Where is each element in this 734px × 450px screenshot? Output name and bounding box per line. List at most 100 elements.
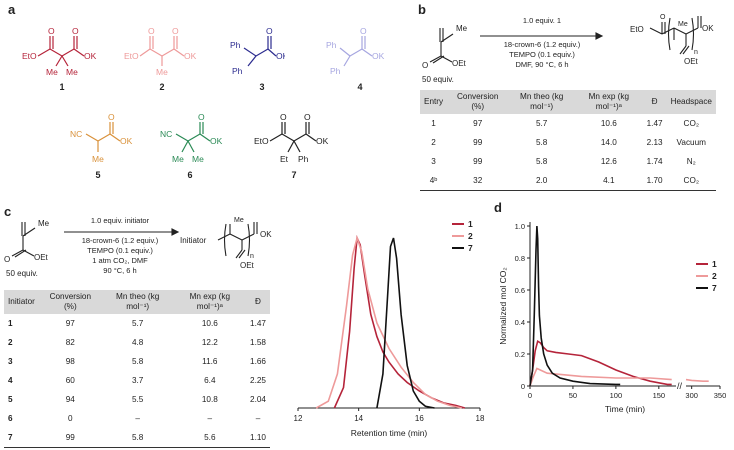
table-cell: 99 (473, 138, 483, 147)
atom-ok: OK (120, 136, 133, 146)
table-cell: 2 (431, 138, 436, 147)
panel-c-scheme: Me O OEt 50 equiv. Initiator Me OK n OEt (4, 217, 272, 278)
table-row: 3 98 5.8 11.6 1.66 (4, 352, 270, 371)
table-cell: 0 (68, 414, 73, 423)
compound-3-structure (243, 36, 277, 67)
table-row: 6 0 – – – (4, 409, 270, 428)
table-cell: 94 (65, 395, 75, 404)
repeat-n: n (694, 49, 698, 56)
column-header: Mn theo (kg mol⁻¹) (508, 90, 576, 114)
y-tick-label: 0.4 (515, 318, 525, 327)
table-cell: 99 (38, 428, 102, 448)
table-row: 4 60 3.7 6.4 2.25 (4, 371, 270, 390)
table-cell: 1.10 (246, 428, 270, 448)
panel-b-condition: DMF, 90 °C, 6 h (515, 60, 569, 69)
table-cell: – (135, 414, 140, 423)
table-cell: 82 (65, 338, 75, 347)
table-row: 4ᵇ 32 2.0 4.1 1.70 CO₂ (420, 171, 716, 191)
panel-c-condition: TEMPO (0.1 equiv.) (87, 246, 153, 255)
table-cell: CO₂ (666, 171, 716, 191)
atom-o: O (4, 255, 10, 264)
legend-label-2: 2 (712, 271, 717, 281)
panel-c-condition: 1 atm CO₂, DMF (92, 256, 148, 265)
compound-5-structure (85, 122, 121, 152)
atom-me: Me (46, 67, 58, 77)
series-line-7 (376, 237, 435, 409)
table-cell: 2 (8, 338, 13, 347)
table-cell: 6.4 (204, 376, 216, 385)
x-axis-label: Retention time (min) (351, 428, 428, 438)
panel-c-condition: 90 °C, 6 h (103, 266, 137, 275)
atom-ok: OK (84, 51, 97, 61)
table-cell: 5.6 (173, 428, 247, 448)
table-row: 5 94 5.5 10.8 2.04 (4, 390, 270, 409)
table-cell: 2.04 (250, 395, 266, 404)
atom-o: O (266, 26, 273, 36)
x-tick-label: 0 (528, 391, 532, 400)
atom-ok: OK (184, 51, 197, 61)
series-line-1 (529, 339, 672, 387)
compound-number: 1 (59, 82, 65, 92)
atom-o: O (422, 61, 428, 70)
panel-b-condition: 1.0 equiv. 1 (522, 16, 562, 25)
compound-6-structure (175, 122, 211, 153)
compound-number: 6 (187, 170, 193, 180)
compound-number: 5 (95, 170, 101, 180)
table-cell: 2.0 (508, 171, 576, 191)
atom-oet: OEt (452, 59, 467, 68)
atom-o: O (304, 112, 311, 122)
product-initiator: Initiator (180, 236, 207, 245)
column-header: Mn exp (kg mol⁻¹)ᵃ (575, 90, 643, 114)
y-tick-label: 0.6 (515, 286, 525, 295)
atom-o: O (108, 112, 115, 122)
table-cell: 11.6 (202, 357, 218, 366)
compound-4-structure: O Ph OK Ph (326, 26, 385, 76)
table-cell: 1.70 (642, 171, 667, 191)
atom-ph: Ph (298, 154, 309, 164)
table-cell: 12.6 (600, 157, 617, 166)
x-tick-label: 150 (653, 391, 666, 400)
atom-o: O (172, 26, 179, 36)
legend-label-2: 2 (468, 231, 473, 241)
table-cell: 4.8 (131, 338, 144, 347)
atom-oet: OEt (684, 57, 699, 66)
table-cell: 3 (8, 357, 13, 366)
table-cell: CO₂ (683, 119, 699, 128)
series-line-1 (333, 234, 466, 409)
x-tick-label: 12 (294, 414, 303, 423)
panel-c-condition: 1.0 equiv. initiator (90, 216, 150, 225)
atom-eto: EtO (630, 25, 644, 34)
panel-c-condition: 18-crown-6 (1.2 equiv.) (81, 236, 159, 245)
panel-d-label: d (494, 200, 502, 215)
atom-ok: OK (702, 24, 714, 33)
table-row: 2 99 5.8 14.0 2.13 Vacuum (420, 133, 716, 152)
table-cell: 5.7 (131, 319, 144, 328)
x-tick-label: 350 (714, 391, 727, 400)
atom-me: Me (678, 21, 688, 28)
legend-label-7: 7 (468, 243, 473, 253)
table-cell: 3 (431, 157, 436, 166)
column-header: Initiator (4, 290, 39, 314)
atom-ph: Ph (230, 40, 241, 50)
compound-7-structure (269, 122, 317, 153)
table-cell: 5.5 (131, 395, 144, 404)
table-cell: 10.6 (201, 319, 218, 328)
co2-chart: d // 0 0.2 0.4 0.6 0.8 1.0 0 50 100 150 300 350 Time (… (494, 200, 727, 414)
atom-nc: NC (160, 129, 172, 139)
panel-c-table: Initiator Conversion (%) Mn theo (kg mol… (4, 290, 270, 448)
table-cell: – (255, 414, 261, 423)
atom-ph: Ph (330, 66, 341, 76)
x-tick-label: 300 (685, 391, 698, 400)
atom-ph: Ph (326, 40, 337, 50)
table-cell: 5.8 (535, 157, 548, 166)
table-cell: 12.2 (201, 338, 218, 347)
panel-b-condition: TEMPO (0.1 equiv.) (509, 50, 575, 59)
atom-me: Me (234, 217, 244, 224)
x-tick-label: 50 (569, 391, 577, 400)
y-tick-label: 0.8 (515, 254, 525, 263)
compound-number: 3 (259, 82, 265, 92)
atom-me: Me (92, 154, 104, 164)
atom-ph: Ph (232, 66, 243, 76)
atom-eto: EtO (22, 51, 37, 61)
